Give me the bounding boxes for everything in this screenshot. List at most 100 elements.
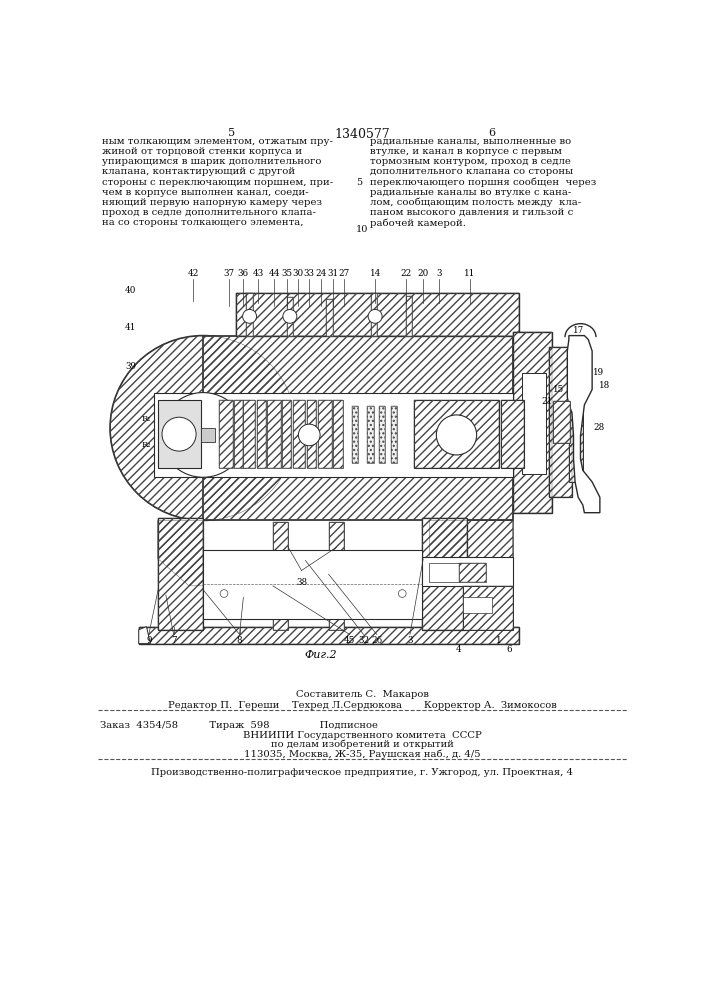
Bar [549,347,572,497]
Text: 10: 10 [356,225,368,234]
Bar [247,293,252,336]
Bar [371,293,378,336]
Bar [203,336,513,520]
Bar [368,406,373,463]
Text: 38: 38 [296,578,307,587]
Text: Производственно-полиграфическое предприятие, г. Ужгород, ул. Проектная, 4: Производственно-полиграфическое предприя… [151,768,573,777]
Bar [257,400,266,468]
Text: 24: 24 [315,269,327,278]
Bar [421,518,467,630]
Text: 11: 11 [464,269,475,278]
Text: 17: 17 [573,326,584,335]
Bar [218,400,233,468]
Text: няющий первую напорную камеру через: няющий первую напорную камеру через [103,198,322,207]
Text: R₁: R₁ [141,415,151,423]
Bar [317,400,332,468]
Text: ным толкающим элементом, отжатым пру-: ным толкающим элементом, отжатым пру- [103,137,333,146]
Text: 15: 15 [554,385,564,394]
Text: 32: 32 [358,636,369,645]
Text: клапана, контактирующий с другой: клапана, контактирующий с другой [103,167,296,176]
Bar [307,400,316,468]
Polygon shape [139,627,151,644]
Bar [257,400,266,468]
Text: 37: 37 [224,269,235,278]
Text: 39: 39 [125,362,136,371]
Bar [267,400,281,468]
Text: 9: 9 [146,636,151,645]
Bar [293,400,305,468]
Text: тормозным контуром, проход в седле: тормозным контуром, проход в седле [370,157,571,166]
Bar [329,522,344,630]
Bar [501,400,524,468]
Bar [282,400,291,468]
Bar [421,518,467,630]
Bar [414,400,499,468]
Text: 8: 8 [237,636,243,645]
Bar [247,293,252,336]
Polygon shape [158,520,203,586]
Text: Редактор П.  Гереши    Техред Л.Сердюкова       Корректор А.  Зимокосов: Редактор П. Гереши Техред Л.Сердюкова Ко… [168,701,556,710]
Text: 34: 34 [173,430,185,439]
Bar [218,400,233,468]
Text: стороны с переключающим поршнем, при-: стороны с переключающим поршнем, при- [103,178,334,187]
Bar [549,347,572,497]
Text: Составитель С.  Макаров: Составитель С. Макаров [296,690,428,699]
Bar [554,401,571,443]
Text: 6: 6 [488,128,495,138]
Bar [459,563,486,582]
Polygon shape [567,336,600,513]
Bar [462,586,513,630]
Text: дополнительного клапана со стороны: дополнительного клапана со стороны [370,167,573,176]
Text: 35: 35 [281,269,292,278]
Bar [307,400,316,468]
Text: лом, сообщающим полость между  кла-: лом, сообщающим полость между кла- [370,198,581,207]
Text: на со стороны толкающего элемента,: на со стороны толкающего элемента, [103,218,304,227]
Bar [352,406,358,463]
Text: 33: 33 [304,269,315,278]
Text: 26: 26 [371,636,382,645]
Circle shape [160,393,246,477]
Bar [522,373,546,474]
Bar [139,627,518,644]
Circle shape [436,415,477,455]
Polygon shape [429,520,513,586]
Bar [287,297,293,336]
Text: 3: 3 [437,269,442,278]
Bar [325,299,333,336]
Text: 6: 6 [506,645,512,654]
Bar [406,296,412,336]
Text: 20: 20 [418,269,429,278]
Text: паном высокого давления и гильзой с: паном высокого давления и гильзой с [370,208,573,217]
Bar [513,332,552,513]
Circle shape [110,336,296,520]
Text: 41: 41 [125,323,136,332]
Text: упирающимся в шарик дополнительного: упирающимся в шарик дополнительного [103,157,322,166]
Bar [287,297,293,336]
Bar [406,296,412,336]
Text: 5: 5 [356,178,362,187]
Bar [235,293,518,336]
Bar [421,557,513,586]
Text: 18: 18 [599,381,610,390]
Bar [139,627,518,644]
Text: 22: 22 [400,269,411,278]
Bar [273,522,288,630]
Bar [554,401,571,443]
Bar [235,293,518,336]
Bar [462,586,513,630]
Text: 19: 19 [593,368,604,377]
Bar [282,400,291,468]
Bar [513,332,552,513]
Text: радиальные каналы во втулке с кана-: радиальные каналы во втулке с кана- [370,188,571,197]
Bar [234,400,243,468]
Bar [234,400,243,468]
Text: 45: 45 [344,636,355,645]
Bar [158,518,203,630]
Text: 4: 4 [456,645,462,654]
Bar [325,299,333,336]
Bar [158,518,203,630]
Circle shape [368,309,382,323]
Text: 40: 40 [125,286,136,295]
Bar [333,400,343,468]
Bar [569,363,583,482]
